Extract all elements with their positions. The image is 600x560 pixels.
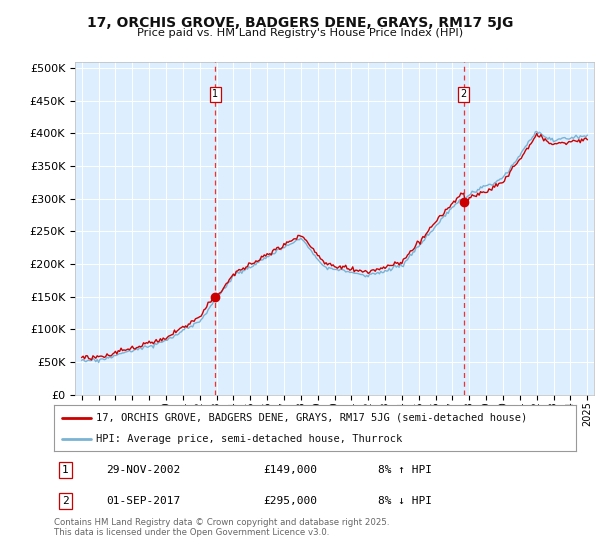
Text: 1: 1 bbox=[62, 465, 69, 475]
Text: £149,000: £149,000 bbox=[263, 465, 317, 475]
Text: 17, ORCHIS GROVE, BADGERS DENE, GRAYS, RM17 5JG: 17, ORCHIS GROVE, BADGERS DENE, GRAYS, R… bbox=[87, 16, 513, 30]
Text: 2: 2 bbox=[62, 496, 69, 506]
Text: Contains HM Land Registry data © Crown copyright and database right 2025.
This d: Contains HM Land Registry data © Crown c… bbox=[54, 518, 389, 538]
Text: 8% ↓ HPI: 8% ↓ HPI bbox=[377, 496, 431, 506]
Text: 8% ↑ HPI: 8% ↑ HPI bbox=[377, 465, 431, 475]
Text: 1: 1 bbox=[212, 89, 218, 99]
Text: £295,000: £295,000 bbox=[263, 496, 317, 506]
Text: Price paid vs. HM Land Registry's House Price Index (HPI): Price paid vs. HM Land Registry's House … bbox=[137, 28, 463, 38]
Text: 29-NOV-2002: 29-NOV-2002 bbox=[106, 465, 181, 475]
Text: 17, ORCHIS GROVE, BADGERS DENE, GRAYS, RM17 5JG (semi-detached house): 17, ORCHIS GROVE, BADGERS DENE, GRAYS, R… bbox=[96, 413, 527, 423]
Text: 01-SEP-2017: 01-SEP-2017 bbox=[106, 496, 181, 506]
Text: HPI: Average price, semi-detached house, Thurrock: HPI: Average price, semi-detached house,… bbox=[96, 435, 402, 444]
Text: 2: 2 bbox=[461, 89, 467, 99]
